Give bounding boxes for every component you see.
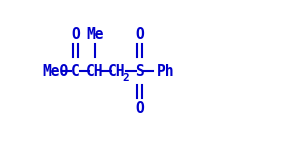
Text: CH: CH: [108, 64, 125, 79]
Text: Me: Me: [86, 27, 103, 42]
Text: O: O: [71, 27, 80, 42]
Text: O: O: [135, 101, 144, 116]
Text: 2: 2: [123, 73, 129, 83]
Text: C: C: [71, 64, 80, 79]
Text: Ph: Ph: [157, 64, 175, 79]
Text: O: O: [135, 27, 144, 42]
Text: MeO: MeO: [43, 64, 69, 79]
Text: S: S: [135, 64, 144, 79]
Text: CH: CH: [86, 64, 103, 79]
